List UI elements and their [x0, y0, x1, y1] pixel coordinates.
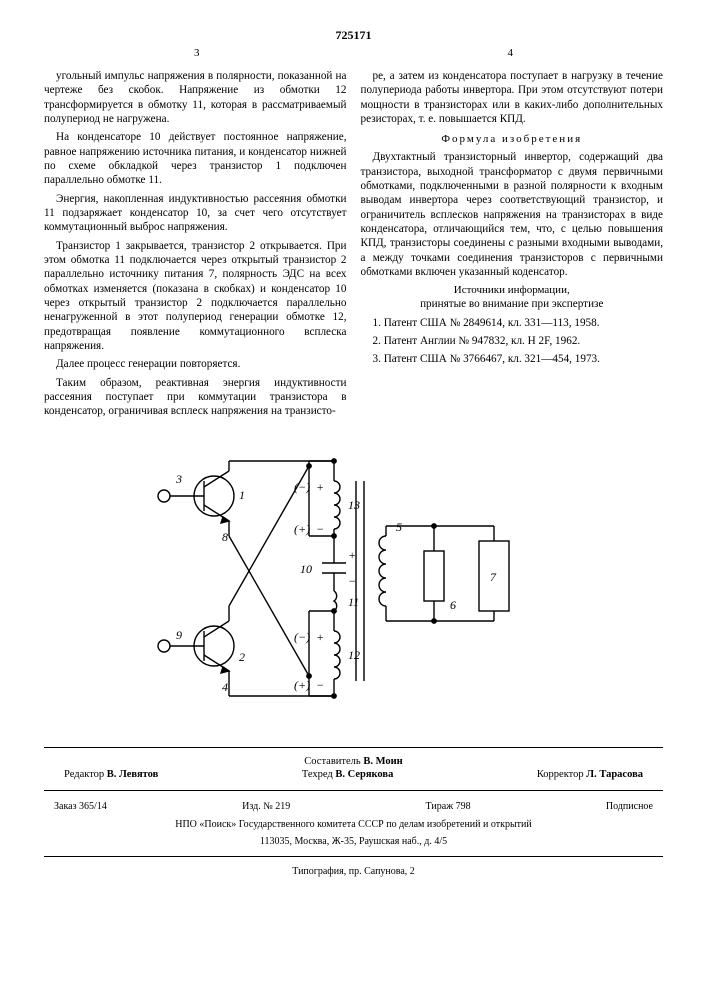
tech-label: Техред [302, 769, 333, 780]
editor-label: Редактор [64, 769, 104, 780]
para: Далее процесс генерации повторяется. [44, 357, 347, 371]
podpis: Подписное [606, 801, 653, 812]
corrector-label: Корректор [537, 769, 584, 780]
circuit-diagram: 3 1 8 9 2 4 [134, 441, 574, 731]
corrector-cell: Корректор Л. Тарасова [537, 769, 643, 780]
lbl: + [316, 630, 324, 644]
lbl: 3 [175, 472, 182, 486]
tech-name: В. Серякова [335, 769, 393, 780]
compiler-name: В. Моин [363, 756, 402, 767]
text-columns: угольный импульс напряжения в полярности… [44, 69, 663, 423]
lbl: (+) [294, 678, 310, 692]
lbl: 7 [490, 570, 497, 584]
lbl: 12 [348, 648, 360, 662]
corrector-name: Л. Тарасова [586, 769, 643, 780]
lbl: 10 [300, 562, 312, 576]
footer-addr: 113035, Москва, Ж-35, Раушская наб., д. … [44, 835, 663, 848]
order-no: Заказ 365/14 [54, 801, 107, 812]
sources-title: Источники информации, [361, 283, 664, 297]
right-column: ре, а затем из конденсатора поступает в … [361, 69, 664, 423]
lbl: 1 [239, 488, 245, 502]
lbl: 2 [239, 650, 245, 664]
divider [44, 856, 663, 857]
lbl: 11 [348, 595, 359, 609]
lbl: + [316, 480, 324, 494]
compiler-label: Составитель [304, 756, 360, 767]
para: Транзистор 1 закрывается, транзистор 2 о… [44, 239, 347, 354]
claim: Двухтактный транзисторный инвертор, соде… [361, 150, 664, 279]
lbl: 8 [222, 530, 228, 544]
para: Таким образом, реактивная энергия индукт… [44, 376, 347, 419]
editor-name: В. Левятов [107, 769, 159, 780]
para: На конденсаторе 10 действует постоянное … [44, 130, 347, 187]
credits: Составитель В. Моин Редактор В. Левятов … [44, 756, 663, 782]
lbl: 4 [222, 680, 228, 694]
para: угольный импульс напряжения в полярности… [44, 69, 347, 126]
lbl: − [316, 678, 324, 692]
page-num-right: 4 [508, 47, 514, 59]
page-num-left: 3 [194, 47, 200, 59]
lbl: 9 [176, 628, 182, 642]
para: Энергия, накопленная индуктивностью расс… [44, 192, 347, 235]
editor-row: Редактор В. Левятов Техред В. Серякова К… [44, 767, 663, 782]
page-root: 725171 3 4 угольный импульс напряжения в… [0, 0, 707, 898]
lbl: (+) [294, 522, 310, 536]
lbl: (−) [294, 630, 310, 644]
lbl: + [348, 548, 356, 562]
order-row: Заказ 365/14 Изд. № 219 Тираж 798 Подпис… [44, 799, 663, 814]
source-item: 3. Патент США № 3766467, кл. 321—454, 19… [361, 352, 664, 366]
sources-sub: принятые во внимание при экспертизе [361, 297, 664, 311]
formula-title: Формула изобретения [361, 132, 664, 146]
source-item: 1. Патент США № 2849614, кл. 331—113, 19… [361, 316, 664, 330]
footer-org: НПО «Поиск» Государственного комитета СС… [44, 818, 663, 831]
divider [44, 747, 663, 748]
para: ре, а затем из конденсатора поступает в … [361, 69, 664, 126]
lbl: (−) [294, 480, 310, 494]
lbl: 6 [450, 598, 456, 612]
tech-cell: Техред В. Серякова [302, 769, 394, 780]
lbl: − [348, 574, 356, 588]
compiler-row: Составитель В. Моин [44, 756, 663, 767]
source-item: 2. Патент Англии № 947832, кл. Н 2F, 196… [361, 334, 664, 348]
editor-cell: Редактор В. Левятов [64, 769, 158, 780]
footer-typ: Типография, пр. Сапунова, 2 [44, 865, 663, 878]
left-column: угольный импульс напряжения в полярности… [44, 69, 347, 423]
lbl: − [316, 522, 324, 536]
lbl: 13 [348, 498, 360, 512]
tirazh: Тираж 798 [426, 801, 471, 812]
patent-number: 725171 [44, 28, 663, 43]
page-numbers: 3 4 [44, 47, 663, 59]
divider [44, 790, 663, 791]
izd-no: Изд. № 219 [242, 801, 290, 812]
lbl: 5 [396, 520, 402, 534]
